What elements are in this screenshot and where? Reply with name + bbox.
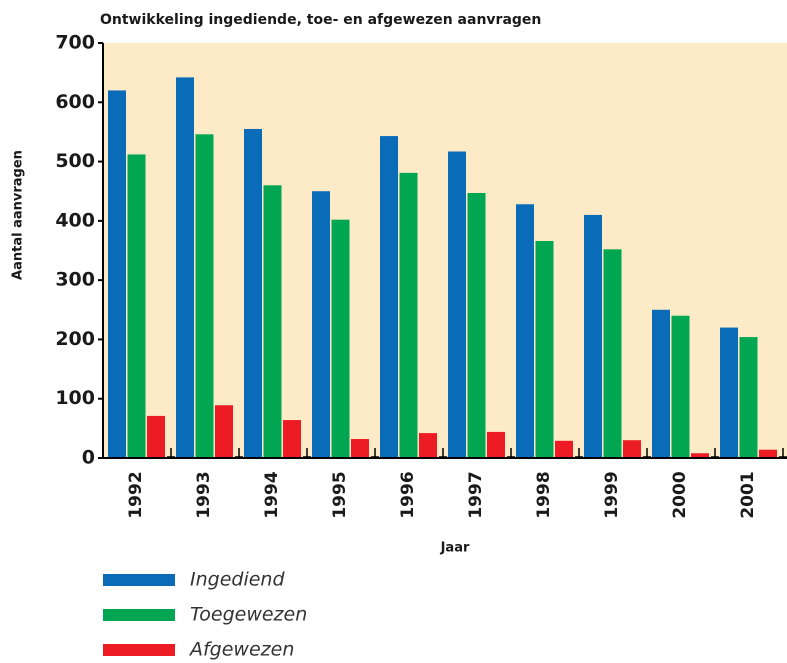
- bar: [584, 214, 602, 458]
- x-tick-label: 1994: [262, 471, 282, 518]
- y-axis-label: Aantal aanvragen: [11, 150, 26, 280]
- x-tick-label: 1996: [398, 471, 418, 518]
- bar: [399, 172, 418, 459]
- bar: [652, 309, 670, 458]
- bar: [720, 327, 738, 458]
- chart-title: Ontwikkeling ingediende, toe- en afgewez…: [100, 12, 541, 28]
- bar: [671, 315, 690, 458]
- bar: [195, 134, 214, 459]
- legend-label: Afgewezen: [188, 639, 294, 661]
- x-tick-label: 1998: [534, 471, 554, 518]
- bar: [108, 90, 126, 458]
- x-axis-label: Jaar: [440, 541, 470, 556]
- legend-swatch: [103, 574, 175, 586]
- legend-swatch: [103, 609, 175, 621]
- bar: [283, 420, 301, 458]
- bar: [535, 241, 554, 458]
- bar: [351, 439, 369, 458]
- legend-label: Toegewezen: [190, 604, 307, 626]
- bar: [467, 192, 486, 458]
- x-tick-label: 1999: [602, 471, 622, 518]
- y-tick-label: 0: [82, 447, 95, 469]
- bar: [176, 77, 194, 458]
- bar: [516, 204, 534, 458]
- bar: [623, 440, 641, 458]
- y-tick-label: 100: [55, 387, 95, 409]
- bar: [331, 219, 350, 458]
- y-tick-label: 600: [55, 91, 95, 113]
- bar: [555, 440, 573, 458]
- y-tick-label: 300: [55, 269, 95, 291]
- x-tick-label: 1993: [194, 471, 214, 518]
- bar: [419, 433, 437, 458]
- bar: [759, 449, 777, 458]
- y-tick-label: 500: [55, 150, 95, 172]
- legend-label: Ingediend: [190, 569, 285, 591]
- bar: [147, 415, 165, 458]
- bar: [603, 249, 622, 458]
- bar: [739, 337, 758, 458]
- x-tick-label: 1997: [466, 471, 486, 518]
- bar: [215, 405, 233, 458]
- x-tick-label: 2001: [738, 471, 758, 518]
- bar: [691, 453, 709, 458]
- x-tick-label: 2000: [670, 471, 690, 518]
- y-tick-label: 700: [55, 32, 95, 54]
- bar: [380, 136, 398, 459]
- bar: [127, 154, 146, 458]
- y-tick-label: 200: [55, 328, 95, 350]
- bar: [448, 151, 466, 458]
- bar: [487, 431, 505, 458]
- legend-swatch: [103, 644, 175, 656]
- x-tick-label: 1992: [126, 471, 146, 518]
- y-tick-label: 400: [55, 209, 95, 231]
- bar: [263, 185, 282, 459]
- x-tick-label: 1995: [330, 471, 350, 518]
- bar: [312, 191, 330, 458]
- bar: [244, 128, 262, 458]
